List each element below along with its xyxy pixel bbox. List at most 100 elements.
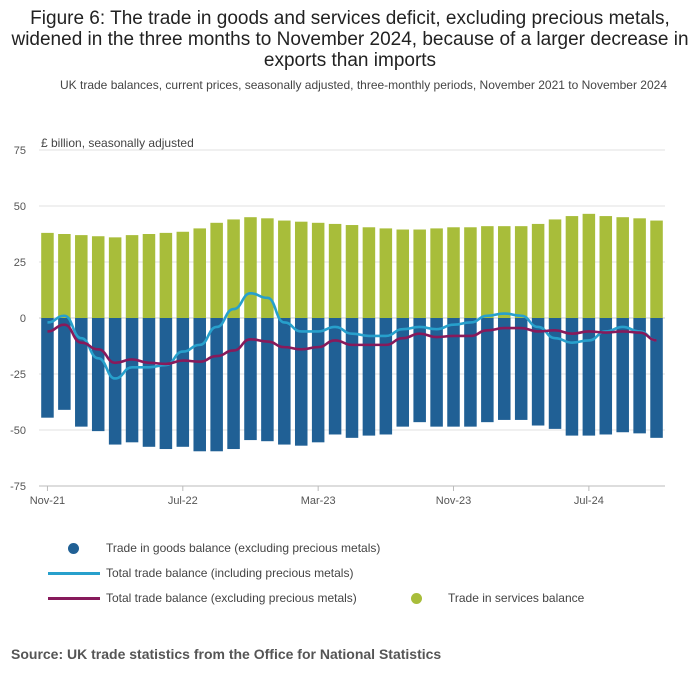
y-axis-label: £ billion, seasonally adjusted	[41, 136, 194, 150]
legend-services-label: Trade in services balance	[448, 591, 585, 605]
legend-total-incl-swatch	[48, 571, 100, 575]
goods-bar	[176, 318, 190, 447]
total-excl-line	[47, 323, 657, 366]
goods-bar	[498, 318, 511, 420]
chart-title: Figure 6: The trade in goods and service…	[11, 8, 689, 71]
services-bar	[396, 229, 410, 318]
legend-total-excl-label: Total trade balance (excluding precious …	[106, 591, 357, 605]
goods-bar	[278, 318, 291, 445]
services-bar	[176, 231, 190, 318]
services-bar	[464, 227, 477, 318]
services-bar	[650, 220, 663, 318]
chart-area: 75 50 25 0 -25 -50 -75 £ billion, seasonally ad…	[10, 136, 665, 507]
legend-services: Trade in services balance	[411, 591, 584, 605]
goods-bar	[125, 318, 139, 443]
services-bar	[210, 222, 223, 318]
legend-goods-swatch	[68, 542, 79, 554]
services-bar	[328, 223, 342, 318]
x-tick-label: Mar-23	[301, 495, 336, 507]
services-bar	[633, 218, 646, 318]
goods-bar	[531, 318, 545, 426]
x-tick-label: Jul-24	[574, 495, 604, 507]
services-bar	[311, 222, 325, 318]
goods-bar	[159, 318, 173, 450]
legend-total-excl: Total trade balance (excluding precious …	[48, 591, 357, 605]
x-tick-label: Nov-23	[436, 495, 471, 507]
services-bar	[565, 216, 579, 318]
goods-bar	[41, 318, 54, 418]
services-bar	[379, 228, 393, 318]
services-bar	[498, 226, 511, 318]
services-bar	[362, 227, 376, 318]
goods-bar	[599, 318, 613, 435]
services-bar	[514, 226, 528, 318]
goods-bar	[582, 318, 596, 436]
services-bar	[244, 217, 257, 318]
goods-bar	[464, 318, 477, 427]
legend-total-incl-label: Total trade balance (including precious …	[106, 566, 354, 580]
goods-bar	[58, 318, 71, 410]
services-bar	[548, 219, 562, 318]
services-bar	[41, 232, 54, 318]
legend-services-swatch	[411, 592, 422, 604]
services-bar	[91, 236, 105, 318]
goods-bar	[75, 318, 88, 427]
goods-bar	[142, 318, 156, 447]
goods-bar	[633, 318, 646, 434]
goods-bar	[294, 318, 308, 446]
goods-bar	[362, 318, 376, 436]
goods-bar	[447, 318, 460, 427]
goods-bar	[227, 318, 240, 450]
services-bar	[447, 227, 460, 318]
goods-bar	[328, 318, 342, 435]
goods-bar	[396, 318, 410, 427]
goods-bar	[514, 318, 528, 420]
goods-bar	[193, 318, 206, 452]
services-bar	[142, 234, 156, 318]
goods-bar	[430, 318, 443, 427]
y-tick-label: -75	[10, 481, 26, 493]
x-tick-label: Jul-22	[168, 495, 198, 507]
services-bar	[582, 213, 596, 318]
legend-goods: Trade in goods balance (excluding precio…	[68, 541, 380, 555]
services-bar	[599, 216, 613, 318]
goods-bar	[616, 318, 629, 433]
services-bar	[413, 229, 426, 318]
goods-bar	[413, 318, 426, 423]
goods-bar	[650, 318, 663, 438]
services-bar	[345, 225, 359, 318]
goods-bar	[379, 318, 393, 435]
goods-bar	[210, 318, 223, 452]
chart-subtitle: UK trade balances, current prices, seaso…	[60, 78, 667, 92]
source-note: Source: UK trade statistics from the Off…	[11, 646, 442, 662]
legend-total-excl-swatch	[48, 596, 100, 600]
services-bar	[125, 235, 139, 318]
services-bar	[481, 226, 494, 318]
y-tick-label: 75	[14, 145, 26, 157]
services-bar	[227, 219, 240, 318]
y-tick-label: -50	[10, 425, 26, 437]
goods-bar	[91, 318, 105, 432]
goods-bar	[244, 318, 257, 441]
total-incl-line	[47, 292, 657, 380]
goods-bar	[345, 318, 359, 438]
goods-bar	[548, 318, 562, 429]
services-bar	[430, 228, 443, 318]
y-tick-label: -25	[10, 369, 26, 381]
legend-goods-label: Trade in goods balance (excluding precio…	[106, 541, 381, 555]
services-bar	[531, 223, 545, 318]
goods-bar	[565, 318, 579, 436]
y-tick-label: 25	[14, 257, 26, 269]
x-tick-label: Nov-21	[30, 495, 65, 507]
goods-bar	[311, 318, 325, 443]
services-bar	[616, 217, 629, 318]
y-tick-label: 50	[14, 201, 26, 213]
goods-bar	[261, 318, 274, 442]
services-bar	[159, 232, 173, 318]
services-bar	[193, 228, 206, 318]
services-bar	[261, 218, 274, 318]
goods-bar	[481, 318, 494, 423]
legend-total-incl: Total trade balance (including precious …	[48, 566, 353, 580]
y-tick-label: 0	[20, 313, 26, 325]
services-bar	[75, 235, 88, 318]
